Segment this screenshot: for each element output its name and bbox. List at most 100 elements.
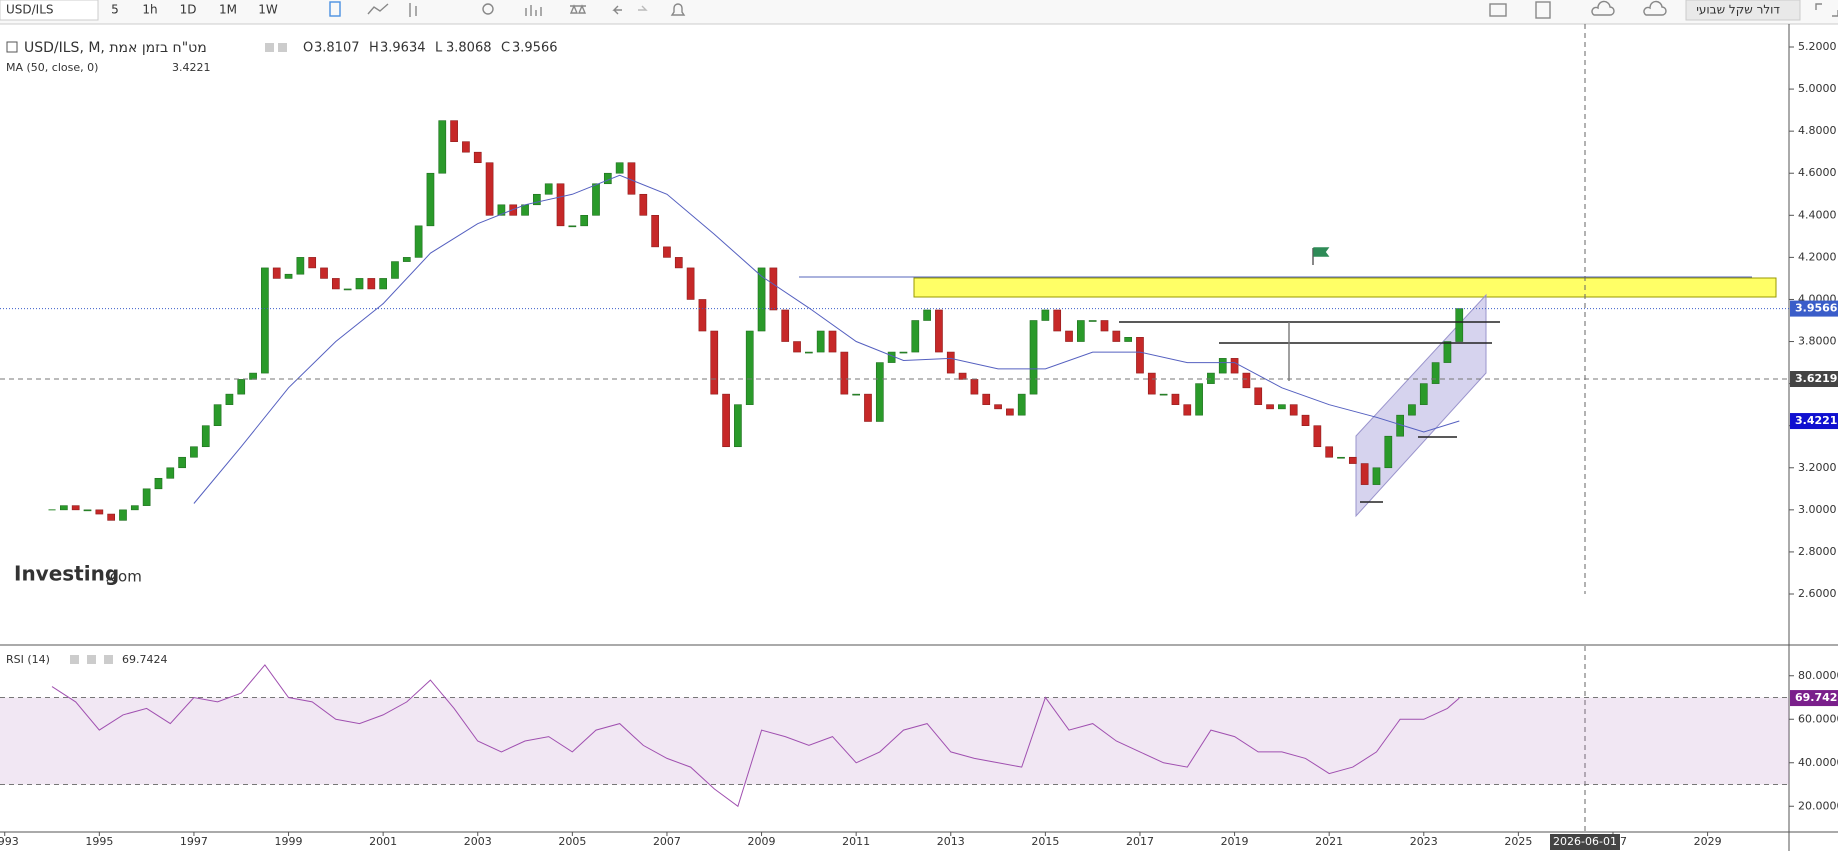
candle (805, 351, 813, 354)
candle (201, 425, 210, 448)
x-tick-label: 2011 (842, 835, 870, 848)
layout-name: דולר שקל שבועי (1696, 3, 1780, 17)
candle (402, 257, 411, 262)
save-icon[interactable] (1643, 0, 1667, 16)
candle (970, 379, 979, 395)
x-tick-label: 2009 (748, 835, 776, 848)
line-icon[interactable] (367, 3, 389, 15)
layout-name-box[interactable] (1685, 0, 1801, 21)
candle (249, 372, 257, 380)
flag[interactable] (1313, 247, 1330, 257)
load-icon[interactable] (1591, 0, 1615, 16)
redo-icon[interactable] (638, 5, 648, 11)
candle (83, 509, 92, 512)
compare-icon[interactable] (569, 4, 587, 14)
x-tick-label: 2025 (1504, 835, 1532, 848)
candle (875, 362, 884, 422)
date-badge-bg (1550, 834, 1620, 850)
ohlc-value: 3.9634 (380, 41, 426, 56)
candle (296, 257, 305, 275)
candle (1100, 320, 1109, 332)
candle (308, 257, 317, 269)
ma-badge: 3.4221 (1795, 414, 1837, 427)
y-tick-label: 3.8000 (1798, 335, 1837, 348)
y-tick-label: 5.0000 (1798, 82, 1837, 95)
settings-icon[interactable] (482, 3, 494, 15)
y-tick-label: 40.0000 (1798, 756, 1838, 769)
y-tick-label: 80.0000 (1798, 669, 1838, 682)
date-badge: 2026-06-01 (1553, 835, 1617, 848)
candle (130, 505, 139, 511)
interval-button[interactable]: 1W (258, 3, 278, 17)
crosshair-badge: 3.6219 (1795, 372, 1837, 385)
candle (60, 505, 68, 511)
candle (1017, 393, 1026, 416)
x-tick-label: 2029 (1694, 835, 1722, 848)
y-tick-label: 20.0000 (1798, 799, 1838, 812)
candle (1183, 404, 1192, 416)
ohlc-label: L (435, 41, 443, 56)
candle (225, 393, 234, 405)
snapshot-icon[interactable] (1489, 3, 1507, 17)
crosshair-badge-bg (1790, 371, 1838, 388)
x-tick-label: 2007 (653, 835, 681, 848)
candle (190, 446, 198, 458)
rsi-badge: 69.7424 (1795, 691, 1838, 704)
fullscreen-icon[interactable] (1815, 3, 1838, 17)
x-tick-label: 1995 (85, 835, 113, 848)
candle (1207, 372, 1215, 384)
candle (1218, 358, 1227, 374)
candle (450, 120, 458, 142)
candle (1242, 372, 1251, 389)
x-tick-label: 2015 (1031, 835, 1059, 848)
chart-title: USD/ILS, M, מט"ח בזמן אמת (24, 40, 207, 56)
candle (1289, 404, 1298, 416)
candle (462, 141, 470, 153)
bars-icon[interactable] (409, 3, 417, 17)
candle (958, 372, 967, 380)
candle (1195, 383, 1203, 416)
y-tick-label: 4.4000 (1798, 208, 1837, 221)
candle (769, 267, 778, 311)
candle (485, 162, 494, 216)
y-tick-label: 4.6000 (1798, 166, 1837, 179)
candle (237, 379, 246, 395)
interval-button[interactable]: 1D (180, 3, 197, 17)
interval-button[interactable]: 5 (111, 3, 119, 17)
candle-icon[interactable] (329, 1, 341, 17)
indicators-icon[interactable] (525, 5, 542, 16)
layout-icon[interactable] (1535, 1, 1551, 19)
rsi-value: 69.7424 (122, 653, 168, 666)
candle (1124, 337, 1132, 342)
ma-name: MA (50, close, 0) (6, 61, 98, 74)
candle (840, 351, 849, 395)
candle (651, 215, 659, 248)
candle (544, 183, 553, 195)
interval-button[interactable]: 1h (142, 3, 157, 17)
ohlc-value: 3.8068 (446, 41, 492, 56)
candle (603, 172, 612, 185)
y-tick-label: 3.2000 (1798, 461, 1837, 474)
candle (331, 278, 340, 290)
candle (1455, 308, 1464, 342)
rsi-badge-bg (1790, 690, 1838, 707)
candle (828, 330, 837, 353)
x-tick-label: 2023 (1410, 835, 1438, 848)
candle (1348, 456, 1357, 464)
candle (1136, 337, 1144, 374)
logo: Investing (14, 562, 119, 586)
candle (1313, 425, 1322, 448)
candle (710, 330, 719, 395)
symbol-box[interactable] (0, 0, 99, 21)
candle (414, 225, 423, 258)
ma-badge-bg (1790, 413, 1838, 430)
candle (663, 246, 671, 258)
ohlc-value: 3.8107 (314, 41, 360, 56)
candle (272, 267, 281, 279)
resistance-zone[interactable] (913, 277, 1777, 298)
alert-icon[interactable] (670, 3, 686, 16)
interval-button[interactable]: 1M (219, 3, 237, 17)
undo-icon[interactable] (612, 5, 622, 15)
candle (320, 267, 328, 279)
